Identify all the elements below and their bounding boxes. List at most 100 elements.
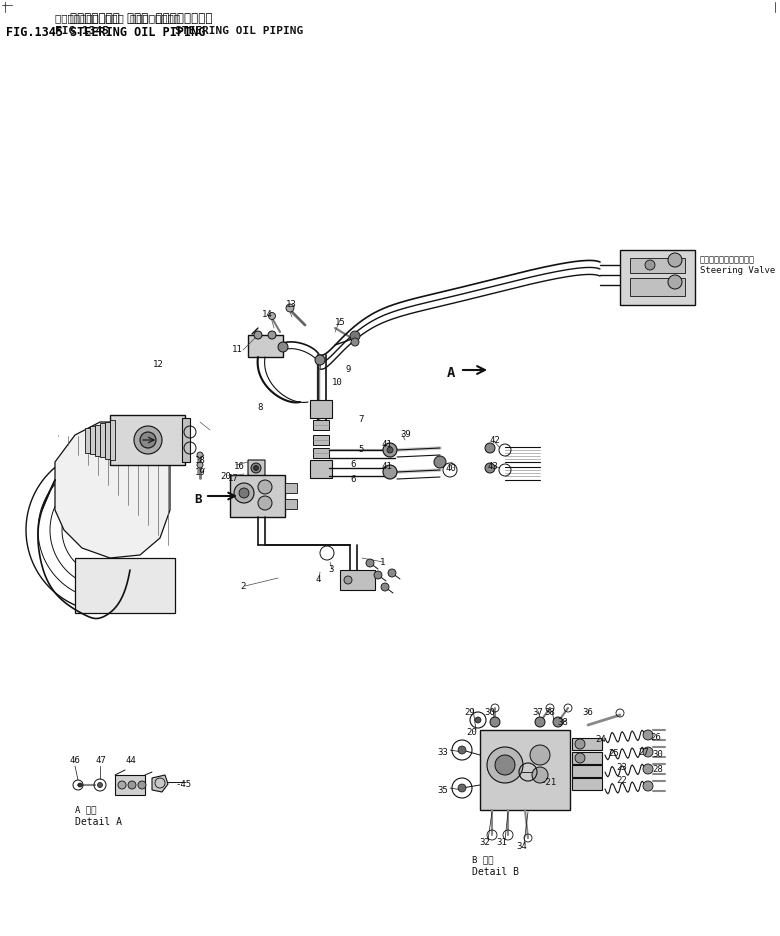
Text: Detail B: Detail B [472,867,519,877]
Text: 4: 4 [315,575,321,584]
Circle shape [485,443,495,453]
Circle shape [344,576,352,584]
Circle shape [254,465,258,471]
Text: 13: 13 [286,300,296,309]
Text: Steering Valve: Steering Valve [700,266,775,275]
Text: A: A [447,366,455,380]
Text: 31: 31 [497,838,507,847]
Bar [310,400,332,418]
Bar [115,775,145,795]
Circle shape [78,783,82,787]
Text: 20: 20 [220,472,231,481]
Text: Detail A: Detail A [75,817,122,827]
Circle shape [532,767,548,783]
Text: 6: 6 [350,460,356,469]
Circle shape [197,462,203,468]
Text: 5: 5 [358,445,363,454]
Text: -45: -45 [175,780,191,789]
Circle shape [366,559,374,567]
Circle shape [98,782,102,787]
Text: 7: 7 [358,415,363,424]
Text: 47: 47 [95,756,106,765]
Text: 40: 40 [445,464,456,473]
Bar [572,778,602,790]
Bar [248,335,283,357]
Circle shape [575,739,585,749]
Circle shape [645,260,655,270]
Bar [572,738,602,750]
Bar [630,258,685,273]
Text: FIG.1345: FIG.1345 [55,26,109,36]
Bar [90,426,95,454]
Circle shape [458,784,466,792]
Text: 1: 1 [380,558,385,567]
Circle shape [458,746,466,754]
Circle shape [138,781,146,789]
Text: 26: 26 [650,733,661,742]
Text: 2: 2 [240,582,246,591]
Text: ステアリング オイル パイピング: ステアリング オイル パイピング [70,12,212,25]
Text: FIG.1345: FIG.1345 [6,26,70,39]
Bar [95,425,100,456]
Circle shape [387,447,393,453]
Circle shape [258,480,272,494]
Text: 30: 30 [484,708,495,717]
Bar [480,730,570,810]
Bar [182,418,190,462]
Circle shape [234,483,254,503]
Bar [313,420,329,430]
Text: 43: 43 [488,462,498,471]
Circle shape [643,747,653,757]
Circle shape [495,755,515,775]
Bar [75,558,175,613]
Text: 3: 3 [328,565,333,574]
Circle shape [475,717,481,723]
Bar [313,448,329,458]
Text: 38: 38 [558,718,569,727]
Text: 46: 46 [70,756,81,765]
Circle shape [643,764,653,774]
Bar [85,428,90,452]
Circle shape [434,456,446,468]
Bar [340,570,375,590]
Text: B: B [194,493,202,506]
Text: 42: 42 [490,436,501,445]
Text: A 詳細: A 詳細 [75,805,97,814]
Text: 19: 19 [195,468,206,477]
Text: 25: 25 [608,749,619,758]
Circle shape [128,781,136,789]
Text: 30: 30 [652,750,663,759]
Bar [310,460,332,478]
Bar [620,250,695,305]
Bar [285,499,297,509]
Text: -21: -21 [540,778,556,787]
Text: 9: 9 [345,365,350,374]
Circle shape [643,781,653,791]
Circle shape [197,452,203,458]
Circle shape [134,426,162,454]
Circle shape [351,338,359,346]
Text: 20: 20 [466,728,477,737]
Text: 41: 41 [382,462,393,471]
Polygon shape [55,422,170,558]
Circle shape [118,781,126,789]
Text: 32: 32 [480,838,491,847]
Text: 27: 27 [638,748,649,757]
Circle shape [485,463,495,473]
Text: STEERING OIL PIPING: STEERING OIL PIPING [70,26,205,39]
Polygon shape [248,460,265,478]
Bar [110,415,185,465]
Circle shape [381,583,389,591]
Text: 11: 11 [232,345,243,354]
Circle shape [251,463,261,473]
Text: 14: 14 [262,310,273,319]
Text: 38: 38 [544,708,555,717]
Circle shape [668,253,682,267]
Text: 23: 23 [616,763,627,772]
Text: 8: 8 [257,403,262,412]
Text: 34: 34 [516,842,527,851]
Text: 36: 36 [583,708,594,717]
Circle shape [350,331,360,341]
Text: 15: 15 [335,318,346,327]
Circle shape [575,753,585,763]
